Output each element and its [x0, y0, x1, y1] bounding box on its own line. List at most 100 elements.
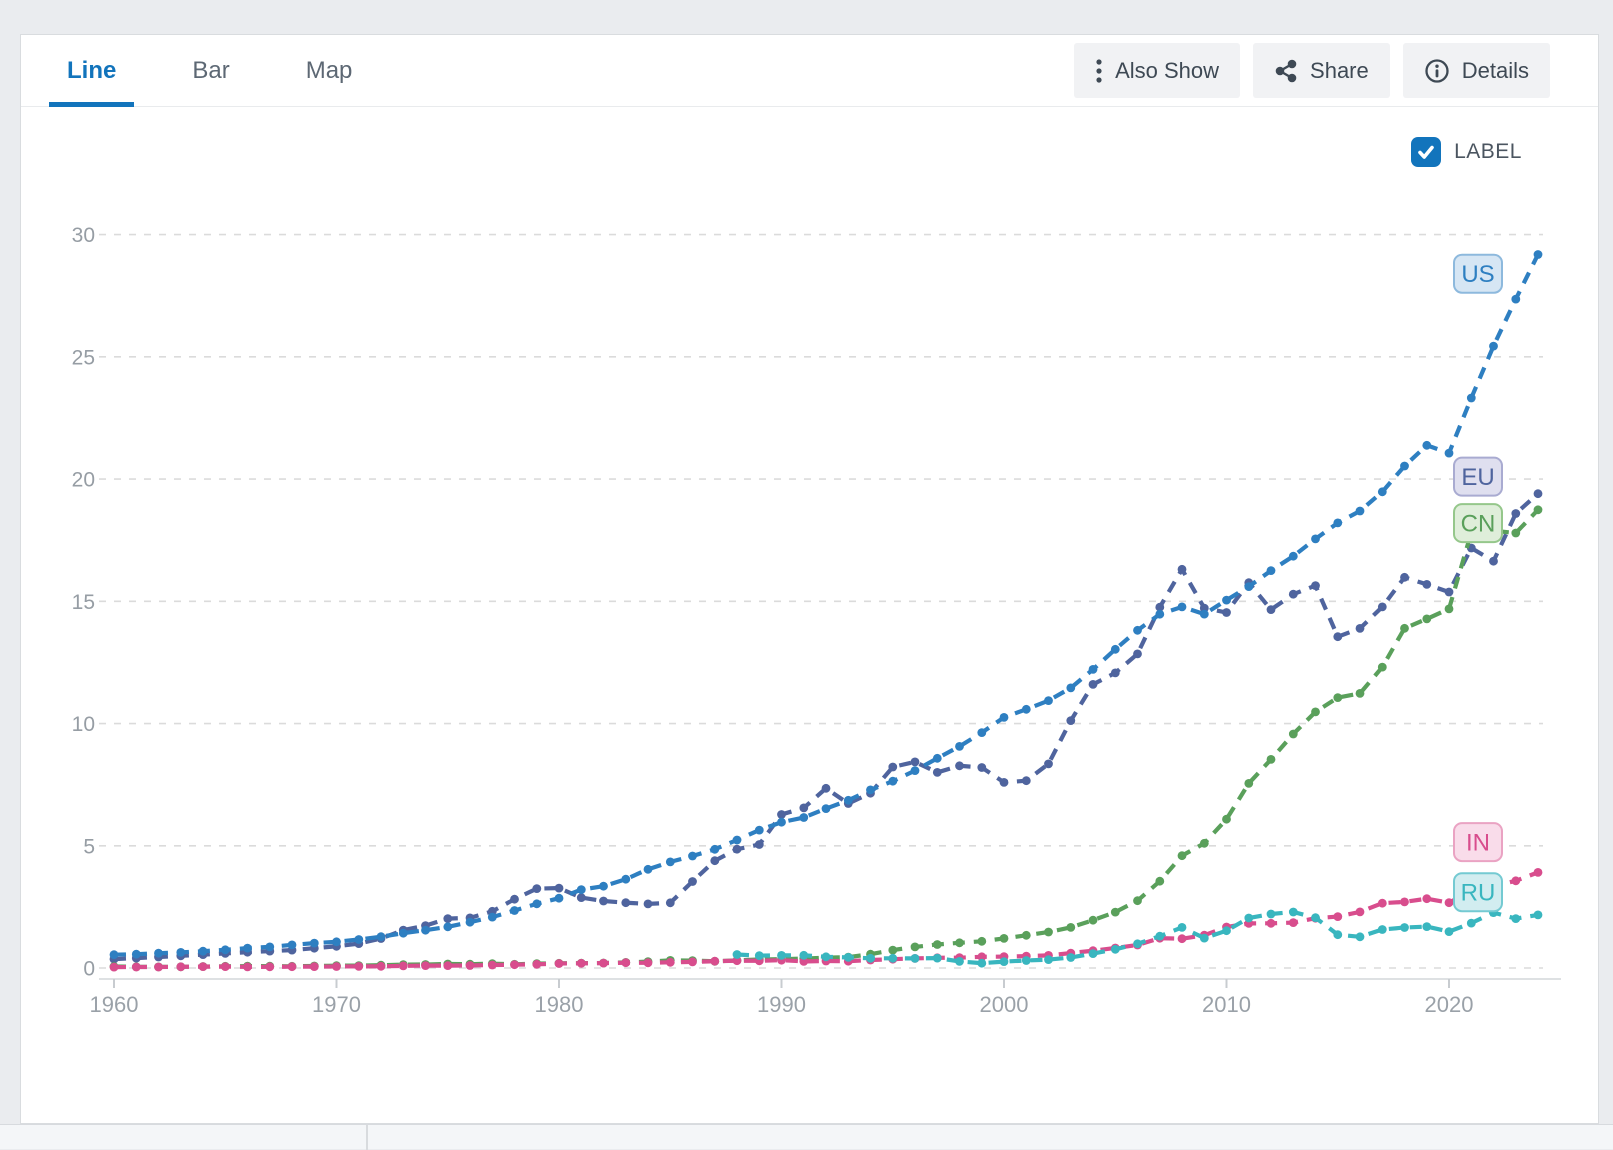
data-point-IN-1976	[465, 961, 475, 970]
data-point-US-1965	[220, 945, 230, 955]
data-point-US-1971	[354, 935, 364, 944]
data-point-EU-2004	[1088, 680, 1098, 689]
data-point-RU-2024	[1533, 910, 1543, 920]
data-point-US-2014	[1311, 534, 1320, 544]
data-point-CN-2008	[1177, 851, 1187, 861]
y-tick-label: 15	[72, 591, 95, 614]
data-point-IN-2018	[1400, 897, 1409, 907]
data-point-US-1996	[910, 766, 920, 775]
series-line-US	[109, 250, 1543, 960]
data-point-CN-2012	[1266, 755, 1276, 764]
data-point-RU-2012	[1266, 909, 1276, 919]
data-point-US-1966	[243, 943, 252, 953]
data-point-US-1990	[777, 817, 786, 827]
data-point-US-2007	[1155, 609, 1165, 619]
data-point-US-1994	[866, 785, 875, 795]
data-point-IN-2008	[1177, 934, 1187, 944]
data-point-US-2001	[1021, 704, 1031, 714]
data-point-US-2006	[1133, 625, 1142, 635]
data-point-RU-2006	[1133, 939, 1142, 949]
footer-divider	[366, 1125, 368, 1150]
data-point-RU-2004	[1088, 949, 1098, 958]
data-point-RU-1998	[955, 957, 964, 966]
label-toggle-text: LABEL	[1454, 140, 1522, 163]
data-point-IN-2024	[1533, 868, 1543, 877]
view-tabs: Line Bar Map	[49, 35, 410, 107]
data-point-RU-2015	[1333, 930, 1343, 940]
data-point-EU-1980	[554, 883, 564, 893]
data-point-CN-2015	[1333, 693, 1343, 702]
data-point-CN-2006	[1133, 896, 1142, 906]
data-point-US-1969	[309, 938, 319, 948]
data-point-CN-2003	[1066, 923, 1076, 932]
data-point-RU-1991	[799, 950, 809, 960]
data-point-CN-2019	[1422, 614, 1432, 624]
data-point-CN-2023	[1511, 528, 1521, 538]
data-point-IN-1960	[109, 962, 119, 972]
details-label: Details	[1461, 57, 1529, 83]
share-button[interactable]: Share	[1253, 43, 1390, 98]
data-point-US-1968	[287, 940, 297, 950]
data-point-IN-2013	[1288, 918, 1298, 927]
data-point-US-2013	[1288, 551, 1298, 561]
data-point-IN-2020	[1444, 898, 1454, 908]
x-tick-label: 2020	[1425, 992, 1474, 1017]
data-point-CN-1996	[910, 942, 920, 952]
data-point-EU-2007	[1155, 602, 1165, 612]
data-point-US-2012	[1266, 566, 1276, 575]
series-line-EU	[109, 489, 1543, 964]
data-point-EU-2023	[1511, 509, 1521, 518]
y-axis-tick-labels: 0 5 10 15 20 25 30	[72, 224, 95, 980]
data-point-RU-2016	[1355, 932, 1365, 942]
data-point-US-1973	[398, 928, 408, 938]
data-point-EU-1981	[576, 893, 586, 902]
data-point-RU-1988	[732, 950, 742, 959]
series-label-EU: EU	[1453, 456, 1503, 497]
tab-bar[interactable]: Bar	[192, 56, 230, 84]
data-point-CN-2016	[1355, 689, 1365, 698]
checkbox-checked-icon[interactable]	[1411, 137, 1442, 167]
also-show-button[interactable]: Also Show	[1074, 43, 1241, 98]
data-point-IN-1987	[710, 956, 720, 966]
data-point-IN-1985	[665, 957, 675, 967]
tab-map[interactable]: Map	[305, 56, 353, 84]
data-point-US-1992	[821, 804, 831, 813]
data-point-RU-2001	[1021, 956, 1031, 965]
svg-text:EU: EU	[1461, 464, 1494, 491]
data-point-IN-1975	[443, 961, 453, 970]
toolbar: Also Show Share	[1074, 43, 1550, 98]
data-point-US-2024	[1533, 250, 1543, 259]
data-point-IN-1969	[309, 962, 319, 971]
data-point-US-2021	[1466, 393, 1476, 403]
x-tick-label: 1960	[90, 992, 139, 1017]
data-point-US-1983	[621, 874, 631, 884]
data-point-RU-2002	[1044, 955, 1053, 964]
series-label-US: US	[1453, 253, 1503, 294]
data-point-IN-1977	[487, 960, 497, 970]
tab-line[interactable]: Line	[49, 35, 135, 107]
data-point-IN-1965	[220, 962, 230, 971]
data-point-IN-1971	[354, 962, 364, 971]
data-point-EU-1985	[665, 898, 675, 908]
label-toggle[interactable]: LABEL	[1411, 137, 1522, 167]
chart-svg[interactable]: 0 5 10 15 20 25 30 1960 1970 1980 1990 2000 2010 2020…	[21, 107, 1598, 1123]
data-point-CN-2007	[1155, 876, 1165, 886]
data-point-US-1997	[932, 753, 942, 763]
data-point-CN-2000	[999, 934, 1009, 943]
data-point-EU-2000	[999, 778, 1009, 787]
y-tick-label: 30	[72, 224, 95, 247]
data-point-RU-2017	[1377, 925, 1387, 934]
data-point-US-1963	[176, 948, 186, 957]
data-point-US-2008	[1177, 602, 1187, 612]
info-icon	[1424, 58, 1450, 84]
data-point-IN-1962	[154, 962, 163, 972]
data-point-EU-1997	[932, 768, 942, 777]
data-point-US-2002	[1044, 696, 1053, 705]
data-point-RU-2020	[1444, 927, 1454, 936]
details-button[interactable]: Details	[1402, 43, 1550, 98]
also-show-label: Also Show	[1115, 57, 1220, 83]
data-point-IN-1964	[198, 962, 208, 971]
data-point-EU-1990	[777, 810, 786, 819]
data-point-US-1972	[376, 932, 386, 942]
data-point-US-1989	[754, 825, 764, 835]
